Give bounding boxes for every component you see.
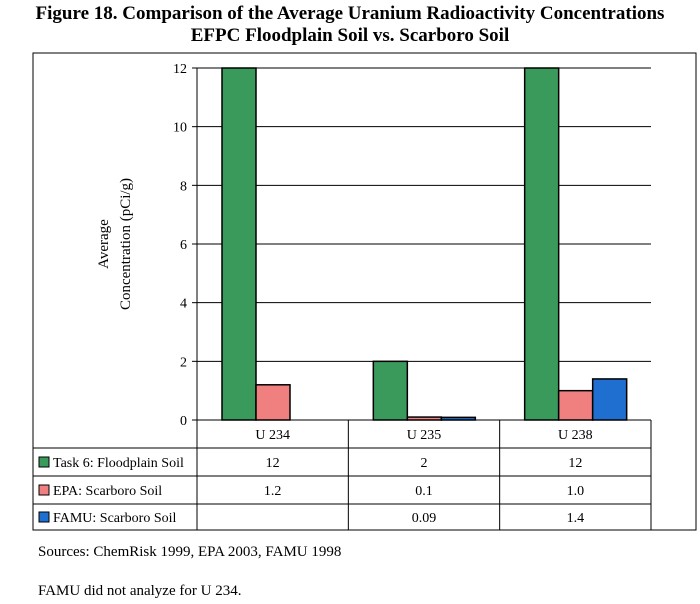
figure-title: Figure 18. Comparison of the Average Ura… <box>35 3 665 24</box>
y-tick-label: 4 <box>180 297 187 312</box>
table-value: 12 <box>266 456 280 471</box>
legend-label: Task 6: Floodplain Soil <box>53 456 184 471</box>
bar <box>591 378 628 421</box>
table-value: 1.4 <box>567 511 585 526</box>
y-tick-label: 12 <box>173 62 187 77</box>
bar <box>372 360 409 421</box>
table-value: 1.0 <box>567 484 585 499</box>
y-tick-label: 0 <box>180 414 187 429</box>
bar <box>255 384 291 421</box>
bar <box>523 67 560 421</box>
legend-swatch <box>38 484 50 496</box>
famu-note: FAMU did not analyze for U 234. <box>38 583 242 599</box>
legend-label: FAMU: Scarboro Soil <box>53 511 177 526</box>
table-value: 1.2 <box>264 484 282 499</box>
y-tick-label: 2 <box>180 355 187 370</box>
table-value: 0.1 <box>415 484 433 499</box>
sources-note: Sources: ChemRisk 1999, EPA 2003, FAMU 1… <box>38 544 342 560</box>
y-axis-label: Average <box>96 219 112 269</box>
bar <box>557 389 594 421</box>
y-tick-label: 8 <box>180 179 187 194</box>
y-axis-label: Concentration (pCi/g) <box>118 178 134 310</box>
bar <box>221 67 257 421</box>
figure-subtitle: EFPC Floodplain Soil vs. Scarboro Soil <box>190 25 510 46</box>
legend-swatch <box>38 511 50 523</box>
y-tick-label: 10 <box>173 121 187 136</box>
table-value: 12 <box>568 456 582 471</box>
bar-chart: 0 2 4 6 8 10 12 Average Concentration (pCi/g) U 2… <box>32 52 697 531</box>
legend-label: EPA: Scarboro Soil <box>53 484 162 499</box>
category-label: U 238 <box>558 428 593 443</box>
category-label: U 235 <box>407 428 442 443</box>
legend-swatch <box>38 456 50 468</box>
category-label: U 234 <box>255 428 290 443</box>
y-tick-label: 6 <box>180 238 187 253</box>
table-value: 0.09 <box>412 511 437 526</box>
table-value: 2 <box>421 456 428 471</box>
